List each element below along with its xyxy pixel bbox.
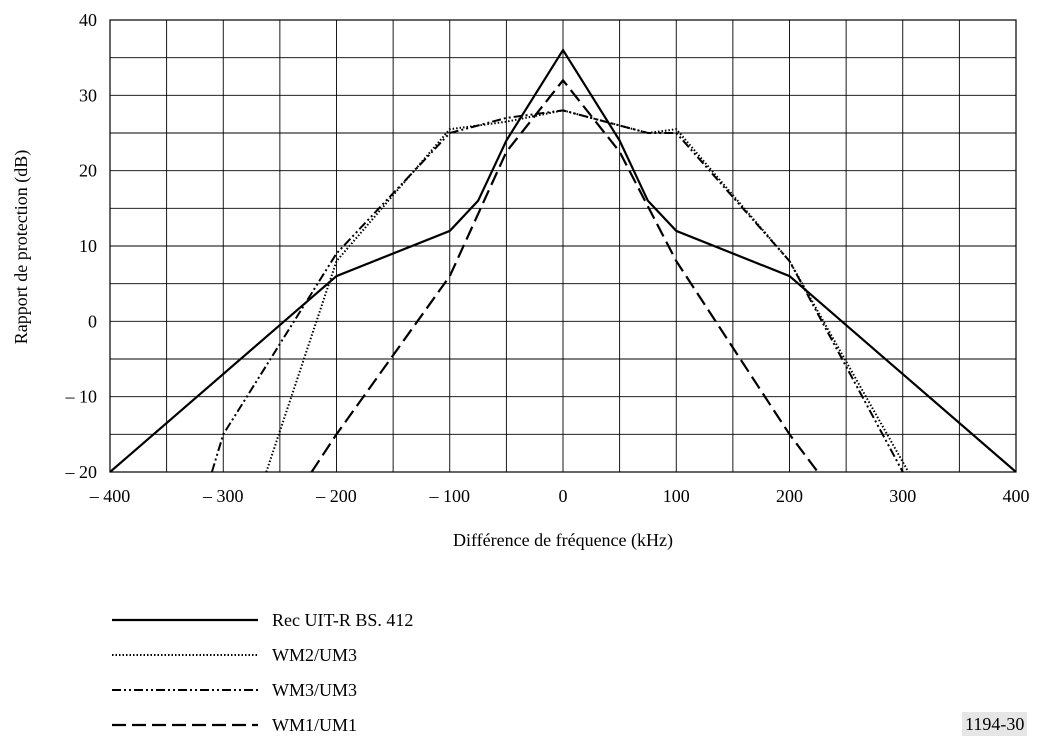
figure-id: 1194-30 xyxy=(962,712,1028,736)
x-tick-label: – 300 xyxy=(202,486,244,506)
series-line-2 xyxy=(265,109,910,472)
legend-label: WM2/UM3 xyxy=(272,645,357,665)
x-tick-label: 100 xyxy=(663,486,690,506)
series-layer xyxy=(110,48,1016,472)
x-tick-label: 0 xyxy=(559,486,568,506)
y-tick-label: 30 xyxy=(79,85,97,105)
x-tick-label: – 200 xyxy=(315,486,357,506)
x-axis-title: Différence de fréquence (kHz) xyxy=(453,530,673,551)
x-tick-label: 200 xyxy=(776,486,803,506)
x-tick-label: 300 xyxy=(889,486,916,506)
grid xyxy=(110,20,1016,472)
plot-frame xyxy=(109,19,1017,473)
legend-label: Rec UIT-R BS. 412 xyxy=(272,610,413,630)
legend-label: WM3/UM3 xyxy=(272,680,357,700)
legend: Rec UIT-R BS. 412 WM2/UM3 WM3/UM3 WM1/UM1 xyxy=(112,610,413,735)
x-tick-label: – 400 xyxy=(89,486,131,506)
y-tick-label: 40 xyxy=(79,10,97,30)
y-tick-label: 0 xyxy=(88,311,97,331)
y-tick-label: 10 xyxy=(79,236,97,256)
y-tick-label: – 10 xyxy=(65,387,98,407)
y-tick-label: – 20 xyxy=(65,462,98,482)
x-tick-label: – 100 xyxy=(429,486,471,506)
series-line-3 xyxy=(210,109,904,472)
x-tick-labels: – 400 – 300 – 200 – 100 0 100 200 300 400 xyxy=(89,486,1030,506)
y-tick-labels: – 20 – 10 0 10 20 30 40 xyxy=(65,10,98,482)
y-axis-title: Rapport de protection (dB) xyxy=(11,150,32,344)
y-tick-label: 20 xyxy=(79,161,97,181)
series-line-4 xyxy=(310,78,819,472)
x-tick-label: 400 xyxy=(1003,486,1030,506)
legend-label: WM1/UM1 xyxy=(272,715,357,735)
series-line-1 xyxy=(110,48,1016,472)
